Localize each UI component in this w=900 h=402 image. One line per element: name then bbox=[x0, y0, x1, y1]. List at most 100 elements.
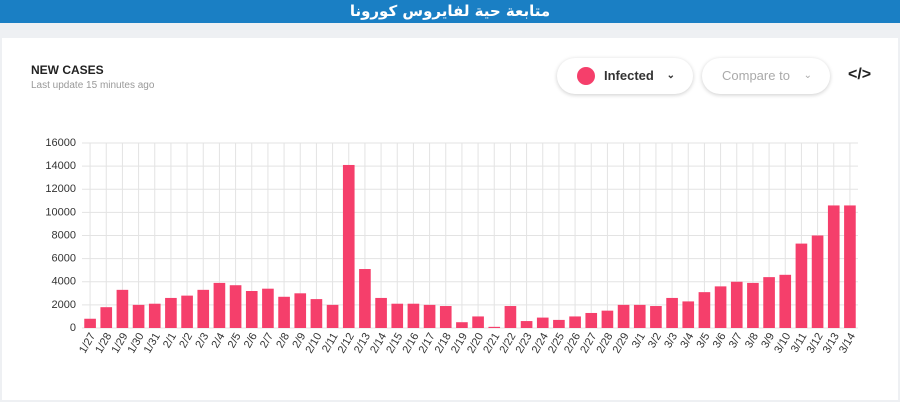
x-tick-label: 3/12 bbox=[805, 331, 826, 356]
bar bbox=[811, 235, 824, 328]
y-tick-label: 2000 bbox=[52, 299, 76, 311]
x-tick-label: 2/12 bbox=[336, 331, 357, 356]
bar bbox=[245, 291, 258, 328]
bar bbox=[488, 326, 501, 328]
x-tick-label: 3/5 bbox=[694, 331, 712, 350]
bar bbox=[439, 306, 452, 328]
bar bbox=[148, 303, 161, 328]
chart-title: NEW CASES bbox=[31, 63, 104, 77]
x-tick-label: 3/2 bbox=[646, 331, 664, 350]
x-tick-label: 2/19 bbox=[449, 331, 470, 356]
x-tick-label: 2/20 bbox=[465, 331, 486, 356]
x-tick-label: 3/6 bbox=[711, 331, 729, 350]
x-tick-label: 2/18 bbox=[433, 331, 454, 356]
metric-dot bbox=[577, 67, 595, 85]
x-tick-label: 1/27 bbox=[77, 331, 98, 356]
bar bbox=[423, 304, 436, 328]
x-tick-label: 1/28 bbox=[93, 331, 114, 356]
bar bbox=[181, 295, 193, 328]
bar bbox=[553, 319, 565, 328]
x-tick-label: 2/2 bbox=[177, 331, 195, 350]
bar bbox=[262, 288, 274, 328]
bar bbox=[310, 299, 323, 328]
embed-button[interactable]: </> bbox=[848, 66, 872, 83]
bar bbox=[585, 312, 598, 328]
y-tick-label: 12000 bbox=[45, 183, 76, 195]
bar bbox=[747, 282, 759, 328]
y-tick-label: 0 bbox=[70, 322, 76, 334]
x-tick-label: 2/1 bbox=[161, 331, 179, 350]
bar bbox=[375, 297, 387, 328]
x-tick-label: 2/25 bbox=[546, 331, 567, 356]
bar bbox=[827, 205, 840, 328]
bar bbox=[359, 269, 371, 328]
bar bbox=[504, 306, 517, 328]
x-tick-label: 2/16 bbox=[400, 331, 421, 356]
bar bbox=[197, 289, 210, 328]
bar bbox=[779, 274, 792, 328]
compare-button[interactable]: Compare to ⌄ bbox=[702, 58, 830, 94]
y-tick-label: 4000 bbox=[52, 276, 76, 288]
y-tick-label: 16000 bbox=[45, 137, 76, 149]
banner: متابعة حية لفايروس كورونا bbox=[0, 0, 900, 23]
x-tick-label: 2/22 bbox=[497, 331, 518, 356]
bar bbox=[650, 306, 662, 328]
x-tick-label: 3/7 bbox=[727, 331, 745, 350]
y-tick-label: 14000 bbox=[45, 160, 76, 172]
bar bbox=[342, 164, 355, 328]
y-tick-label: 8000 bbox=[52, 229, 76, 241]
bar bbox=[278, 296, 290, 328]
x-tick-label: 2/5 bbox=[226, 331, 244, 350]
x-tick-label: 2/26 bbox=[562, 331, 583, 356]
bar bbox=[763, 277, 775, 328]
bar bbox=[165, 297, 177, 328]
bar bbox=[456, 322, 468, 328]
x-tick-label: 1/30 bbox=[126, 331, 147, 356]
x-tick-label: 3/14 bbox=[837, 331, 858, 356]
chart-subtitle: Last update 15 minutes ago bbox=[31, 80, 155, 91]
bar bbox=[682, 301, 695, 328]
x-tick-label: 3/4 bbox=[678, 331, 696, 350]
x-tick-label: 3/1 bbox=[630, 331, 648, 350]
bar bbox=[633, 304, 646, 328]
x-tick-label: 3/13 bbox=[821, 331, 842, 356]
x-tick-label: 2/10 bbox=[303, 331, 324, 356]
bar bbox=[795, 243, 808, 328]
bar bbox=[472, 316, 484, 328]
bar bbox=[698, 292, 711, 328]
y-tick-label: 10000 bbox=[45, 206, 76, 218]
bar bbox=[569, 316, 581, 328]
x-tick-label: 2/14 bbox=[368, 331, 389, 356]
metric-label: Infected bbox=[604, 68, 654, 83]
x-tick-label: 3/10 bbox=[772, 331, 793, 356]
x-tick-label: 2/27 bbox=[578, 331, 599, 356]
bar bbox=[116, 289, 129, 328]
bar bbox=[601, 310, 614, 328]
bar bbox=[100, 307, 113, 328]
metric-button[interactable]: Infected ⌄ bbox=[557, 58, 693, 94]
x-tick-label: 1/31 bbox=[142, 331, 163, 356]
chevron: ⌄ bbox=[803, 70, 812, 81]
x-tick-label: 1/29 bbox=[109, 331, 130, 356]
bar bbox=[407, 303, 420, 328]
x-tick-label: 2/15 bbox=[384, 331, 405, 356]
x-tick-label: 2/23 bbox=[514, 331, 535, 356]
x-tick-label: 2/29 bbox=[611, 331, 632, 356]
x-tick-label: 3/8 bbox=[743, 331, 761, 350]
x-tick-label: 2/4 bbox=[209, 331, 227, 350]
bar bbox=[84, 318, 96, 328]
bar bbox=[213, 282, 226, 328]
x-tick-label: 2/8 bbox=[274, 331, 292, 350]
x-tick-label: 2/17 bbox=[417, 331, 438, 356]
bar bbox=[326, 304, 339, 328]
bar bbox=[520, 321, 533, 328]
y-tick-label: 6000 bbox=[52, 253, 76, 265]
x-tick-label: 2/28 bbox=[594, 331, 615, 356]
x-tick-label: 2/3 bbox=[193, 331, 211, 350]
bar bbox=[294, 293, 307, 328]
bar bbox=[536, 317, 549, 328]
bar bbox=[730, 281, 743, 328]
bar bbox=[617, 304, 630, 328]
